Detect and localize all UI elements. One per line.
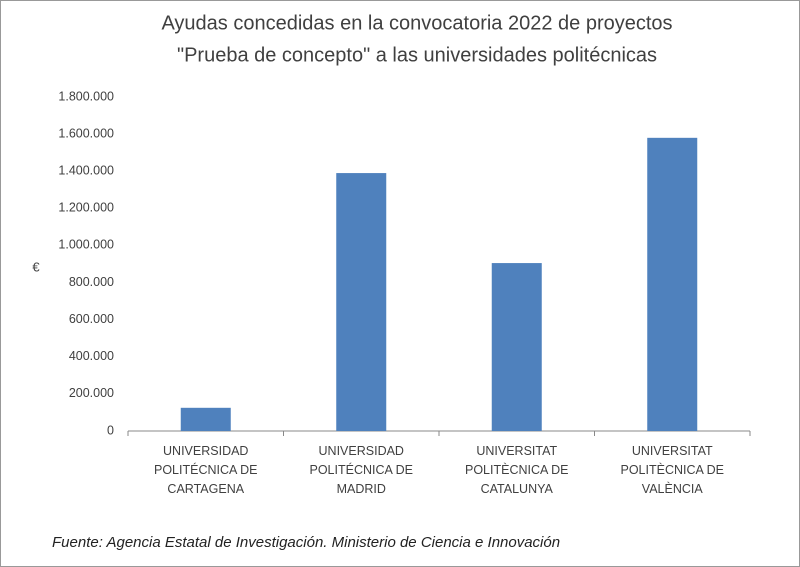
source-note: Fuente: Agencia Estatal de Investigación… xyxy=(52,534,561,551)
y-tick-label: 0 xyxy=(107,423,114,437)
x-tick-label: UNIVERSITAT POLITÈCNICA DE CATALUNYA xyxy=(465,444,569,496)
bar xyxy=(336,173,387,432)
y-tick-label: 600.000 xyxy=(69,312,114,326)
y-axis-label: € xyxy=(32,259,40,274)
y-tick-label: 1.400.000 xyxy=(58,164,114,178)
bar xyxy=(647,137,698,432)
x-tick-label: UNIVERSIDAD POLITÉCNICA DE CARTAGENA xyxy=(154,444,258,496)
y-tick-label: 1.000.000 xyxy=(58,238,114,252)
y-tick-label: 400.000 xyxy=(69,349,114,363)
bar xyxy=(180,407,231,431)
bar xyxy=(491,263,542,431)
chart-title: "Prueba de concepto" a las universidades… xyxy=(177,44,657,66)
y-tick-label: 1.600.000 xyxy=(58,126,114,140)
x-tick-label: UNIVERSIDAD POLITÉCNICA DE MADRID xyxy=(309,444,414,496)
y-tick-label: 1.800.000 xyxy=(58,89,114,103)
y-tick-label: 800.000 xyxy=(69,275,114,289)
chart-title: Ayudas concedidas en la convocatoria 202… xyxy=(161,12,672,34)
x-tick-label: UNIVERSITAT POLITÈCNICA DE VALÈNCIA xyxy=(620,444,725,496)
y-tick-label: 1.200.000 xyxy=(58,201,114,215)
y-tick-label: 200.000 xyxy=(69,386,114,400)
